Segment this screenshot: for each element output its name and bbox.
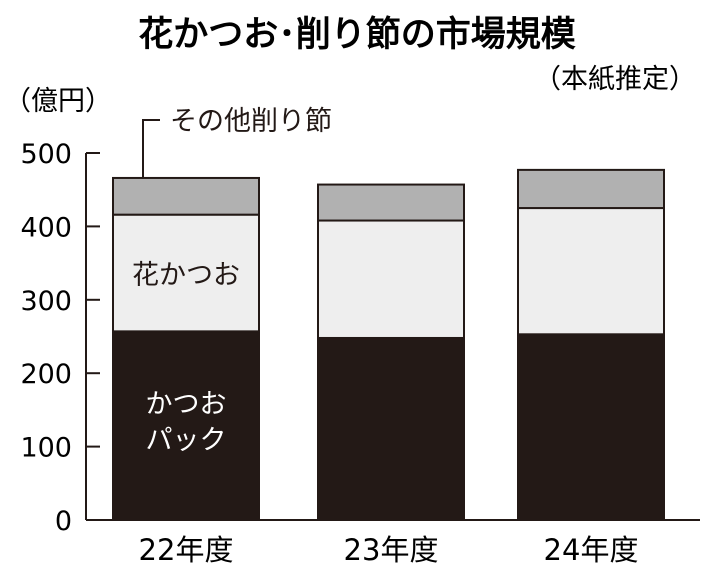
bar-segment bbox=[112, 176, 260, 216]
series-label-katsuo-pack: かつお bbox=[146, 389, 227, 420]
bar-segment bbox=[517, 168, 665, 210]
x-category-label: 22年度 bbox=[139, 533, 234, 567]
bar-segment bbox=[317, 336, 465, 521]
y-tick-label: 100 bbox=[20, 433, 72, 464]
callout-leader-line bbox=[142, 119, 160, 178]
bar-segment bbox=[517, 333, 665, 521]
bar-segment bbox=[317, 183, 465, 222]
x-category-label: 23年度 bbox=[344, 533, 439, 567]
y-tick-label: 200 bbox=[20, 359, 72, 390]
y-axis-ticks: 0 100 200 300 400 500 bbox=[20, 139, 100, 537]
series-label-other-kezuribushi: その他削り節 bbox=[170, 106, 332, 137]
y-tick-label: 400 bbox=[20, 212, 72, 243]
y-tick-label: 300 bbox=[20, 286, 72, 317]
bar-segment bbox=[517, 207, 665, 336]
y-tick-label: 0 bbox=[55, 506, 72, 537]
series-label-hana-katsuo: 花かつお bbox=[132, 260, 240, 291]
bar-segment bbox=[317, 219, 465, 339]
x-category-label: 24年度 bbox=[544, 533, 639, 567]
bar-segment bbox=[112, 213, 260, 333]
y-axis-unit-label: （億円） bbox=[4, 86, 112, 117]
series-label-katsuo-pack: パック bbox=[146, 425, 227, 456]
chart-subtitle: （本紙推定） bbox=[534, 64, 696, 95]
y-tick-label: 500 bbox=[20, 139, 72, 170]
chart-title: 花かつお･削り節の市場規模 bbox=[138, 15, 576, 55]
bars: 22年度 23年度 24年度 bbox=[112, 168, 665, 567]
